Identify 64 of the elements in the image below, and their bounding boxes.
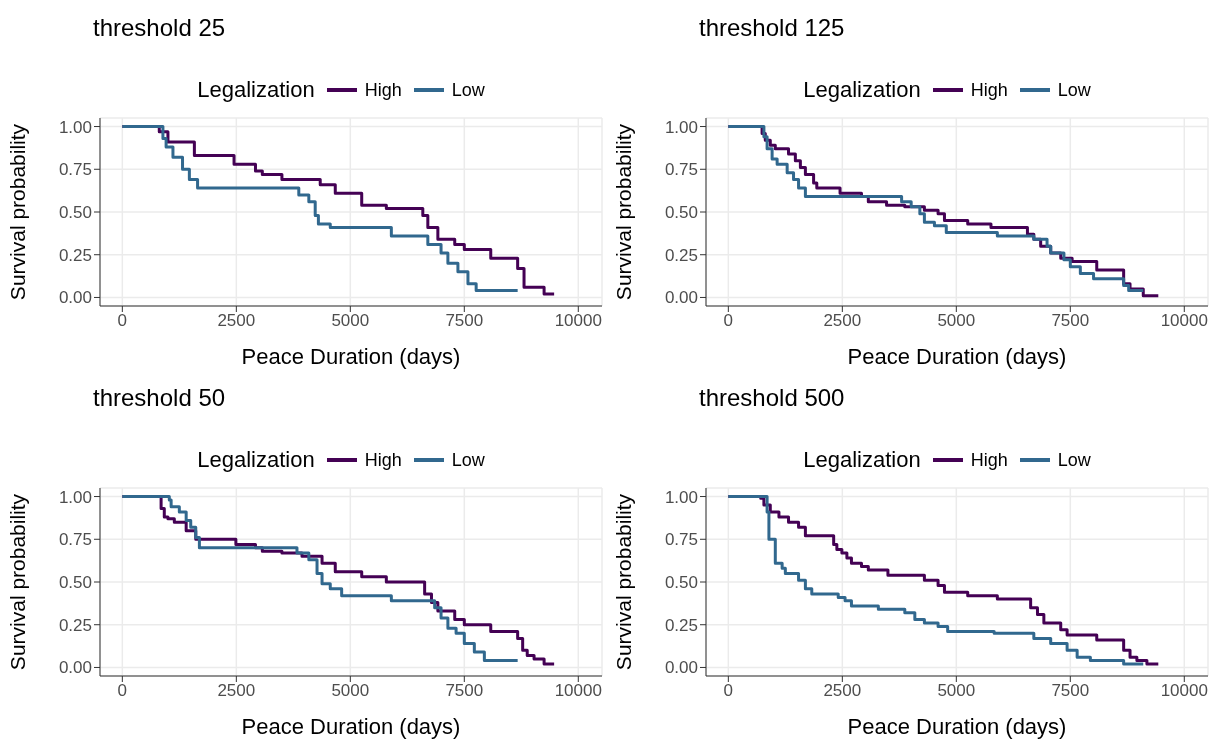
y-tick-label: 1.00 (664, 117, 698, 137)
x-axis-title: Peace Duration (days) (847, 714, 1067, 739)
chart-title: threshold 50 (92, 383, 227, 413)
legend-title: Legalization (197, 77, 315, 103)
x-tick-label: 7500 (1051, 311, 1090, 331)
legend-label: Low (451, 449, 485, 471)
legend-label: Low (451, 79, 485, 101)
x-tick-label: 2500 (217, 311, 256, 331)
y-tick-label: 0.75 (664, 530, 698, 550)
x-tick-label: 5000 (331, 681, 370, 701)
y-tick-label: 0.00 (58, 288, 92, 308)
x-tick-label: 7500 (1051, 681, 1090, 701)
y-tick-label: 0.00 (664, 288, 698, 308)
y-tick-label: 0.25 (58, 245, 92, 265)
y-tick-label: 1.00 (664, 487, 698, 507)
x-tick-label: 0 (723, 311, 734, 331)
y-axis-title: Survival probability (6, 123, 30, 301)
y-tick-label: 0.25 (58, 615, 92, 635)
legend-label: High (970, 79, 1008, 101)
x-tick-label: 2500 (217, 681, 256, 701)
y-tick-label: 0.50 (664, 203, 698, 223)
x-tick-label: 0 (117, 311, 128, 331)
y-tick-label: 1.00 (58, 117, 92, 137)
y-tick-label: 0.75 (664, 160, 698, 180)
y-tick-label: 0.00 (58, 658, 92, 678)
chart-title: threshold 25 (92, 13, 227, 43)
y-tick-label: 0.75 (58, 160, 92, 180)
y-tick-label: 0.50 (58, 573, 92, 593)
x-tick-label: 10000 (1160, 311, 1208, 331)
y-tick-label: 0.50 (664, 573, 698, 593)
legend-label: High (364, 79, 402, 101)
y-tick-label: 0.75 (58, 530, 92, 550)
x-tick-label: 2500 (823, 311, 862, 331)
x-tick-label: 2500 (823, 681, 862, 701)
legend-label: Low (1057, 79, 1091, 101)
chart-title: threshold 125 (698, 13, 846, 43)
x-tick-label: 10000 (1160, 681, 1208, 701)
legend-label: High (364, 449, 402, 471)
x-tick-label: 0 (723, 681, 734, 701)
x-axis-title: Peace Duration (days) (241, 344, 461, 369)
y-axis-title: Survival probability (612, 493, 636, 671)
y-tick-label: 0.25 (664, 245, 698, 265)
x-axis-title: Peace Duration (days) (241, 714, 461, 739)
x-tick-label: 10000 (554, 681, 602, 701)
y-tick-label: 0.25 (664, 615, 698, 635)
y-axis-title: Survival probability (612, 123, 636, 301)
legend-title: Legalization (803, 447, 921, 473)
y-tick-label: 0.00 (664, 658, 698, 678)
x-tick-label: 5000 (937, 681, 976, 701)
legend-label: High (970, 449, 1008, 471)
y-axis-title: Survival probability (6, 493, 30, 671)
y-tick-label: 1.00 (58, 487, 92, 507)
x-tick-label: 5000 (331, 311, 370, 331)
y-tick-label: 0.50 (58, 203, 92, 223)
chart-title: threshold 500 (698, 383, 846, 413)
x-axis-title: Peace Duration (days) (847, 344, 1067, 369)
legend-title: Legalization (197, 447, 315, 473)
legend-label: Low (1057, 449, 1091, 471)
x-tick-label: 7500 (445, 681, 484, 701)
x-tick-label: 10000 (554, 311, 602, 331)
x-tick-label: 5000 (937, 311, 976, 331)
x-tick-label: 0 (117, 681, 128, 701)
x-tick-label: 7500 (445, 311, 484, 331)
legend-title: Legalization (803, 77, 921, 103)
